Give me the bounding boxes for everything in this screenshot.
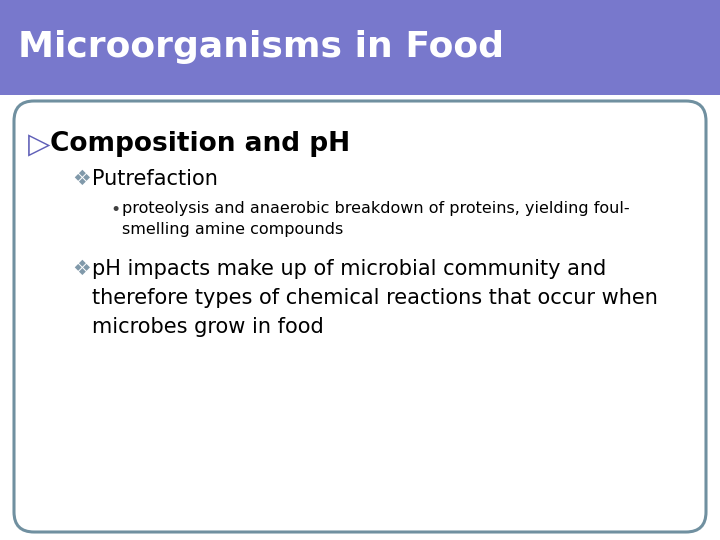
Text: ❖: ❖ [72,169,91,189]
Text: ❖: ❖ [72,259,91,279]
FancyBboxPatch shape [0,0,720,95]
Text: Microorganisms in Food: Microorganisms in Food [18,30,504,64]
Text: •: • [110,201,120,219]
Text: ▷: ▷ [28,131,50,159]
Text: pH impacts make up of microbial community and
therefore types of chemical reacti: pH impacts make up of microbial communit… [92,259,658,336]
Text: proteolysis and anaerobic breakdown of proteins, yielding foul-
smelling amine c: proteolysis and anaerobic breakdown of p… [122,201,629,237]
FancyBboxPatch shape [14,101,706,532]
Text: Composition and pH: Composition and pH [50,131,350,157]
Text: Putrefaction: Putrefaction [92,169,218,189]
